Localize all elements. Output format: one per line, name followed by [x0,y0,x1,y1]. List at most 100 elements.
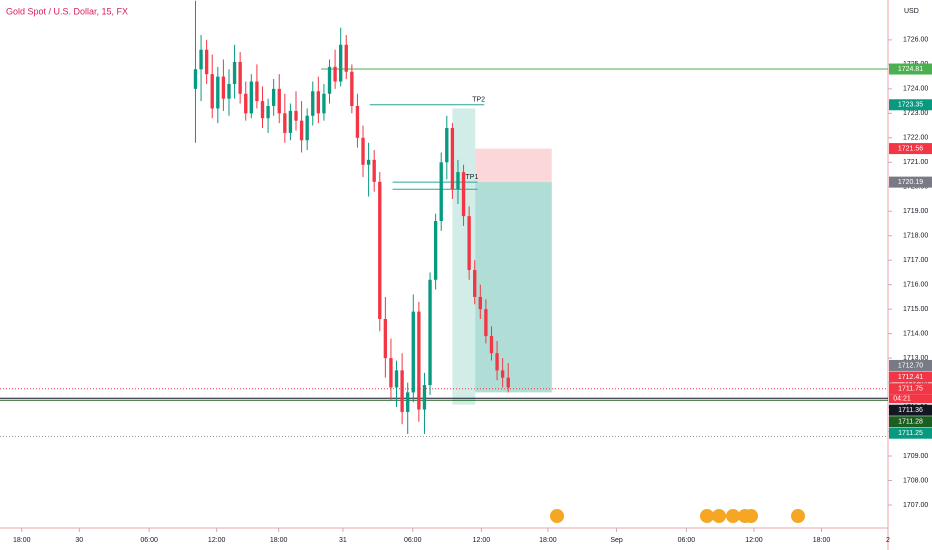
candle-body [506,377,510,388]
price-tag-label: 1720.19 [898,179,923,186]
y-tick-label: 1723.00 [903,110,928,117]
event-icon[interactable] [744,509,758,523]
line-label: TP1 [466,174,479,181]
candle-body [260,101,265,119]
y-tick-label: 1713.00 [903,355,928,362]
candle-body [244,93,248,114]
candle-body [333,66,337,82]
price-tag-label: 1711.36 [898,407,923,414]
price-tag [889,416,932,428]
candle-body [238,61,242,94]
position-box [452,108,476,405]
candle-body [383,318,388,359]
x-tick-label: 18:00 [539,537,557,544]
price-tag-label: 1724.81 [898,66,923,73]
event-icons [550,509,805,523]
line-label: TP2 [472,97,485,104]
x-tick-label: 06:00 [404,537,422,544]
candle-body [406,392,410,412]
candle-body [428,279,432,386]
candle-body [473,269,477,297]
y-tick-label: 1719.00 [903,208,928,215]
y-tick-label: 1715.00 [903,306,928,313]
price-tag [889,359,932,371]
price-tag [889,99,932,111]
candle-body [322,93,326,114]
x-tick-label: 18:00 [813,537,831,544]
event-icon[interactable] [726,509,740,523]
x-tick-label: 12:00 [208,537,226,544]
y-tick-label: 1707.00 [903,502,928,509]
candle-body [271,88,276,106]
candle-body [249,81,253,114]
candle-body [389,358,393,388]
candle-body [339,44,343,82]
price-tag-label: 1711.28 [898,419,923,426]
price-tag [889,371,932,383]
candle-body [193,69,198,89]
candle-body [350,71,354,106]
candle-body [283,113,287,133]
price-tag [889,63,932,75]
candle-body [495,353,499,371]
price-tag [889,383,932,395]
x-tick-label: Sep [610,537,623,544]
y-tick-label: 1708.00 [903,477,928,484]
candle-body [204,49,209,75]
candle-body [255,81,259,102]
x-tick-label: 18:00 [13,537,31,544]
candle-body [344,44,348,72]
y-tick-label: 1709.00 [903,453,928,460]
candle-body [461,172,466,217]
event-icon[interactable] [550,509,564,523]
candle-body [311,91,315,116]
candle-body [372,159,376,182]
y-tick-label: 1716.00 [903,282,928,289]
countdown: 04:21 [893,396,911,403]
candle-body [216,76,220,109]
event-icon[interactable] [712,509,726,523]
candle-body [355,105,360,138]
event-icon[interactable] [791,509,805,523]
candle-body [439,162,443,222]
candle-body [294,110,298,121]
price-tag-label: 1711.25 [898,430,923,437]
price-tag [889,404,932,416]
candle-body [227,83,231,99]
y-tick-label: 1718.00 [903,233,928,240]
candle-body [210,74,214,109]
price-tag-label: 1712.41 [898,374,923,381]
candle-body [366,159,371,165]
x-tick-label: 2 [886,537,890,544]
candle-body [489,336,494,354]
candle-body [299,120,304,141]
candle-body [467,216,471,270]
candle-body [422,385,427,410]
candle-body [305,115,309,141]
candle-body [400,370,404,412]
price-tag [889,176,932,188]
x-tick-label: 12:00 [745,537,763,544]
y-tick-label: 1717.00 [903,257,928,264]
candle-body [232,61,237,84]
x-tick-label: 06:00 [678,537,696,544]
price-tag [889,427,932,439]
price-tag [889,143,932,155]
candle-body [361,137,365,165]
currency: USD [904,8,919,15]
candle-body [417,311,421,410]
price-tag-label: 1721.56 [898,145,923,152]
y-tick-label: 1724.00 [903,86,928,93]
countdown-tag [889,394,932,404]
candle-body [266,105,270,119]
candle-body [433,221,438,280]
candle-body [484,309,488,337]
candle-body [478,296,482,310]
y-tick-label: 1712.00 [903,379,928,386]
candle-body [378,181,382,319]
candle-body [450,128,455,190]
y-tick-label: 1726.00 [903,37,928,44]
candle-body [277,88,281,114]
event-icon[interactable] [700,509,714,523]
